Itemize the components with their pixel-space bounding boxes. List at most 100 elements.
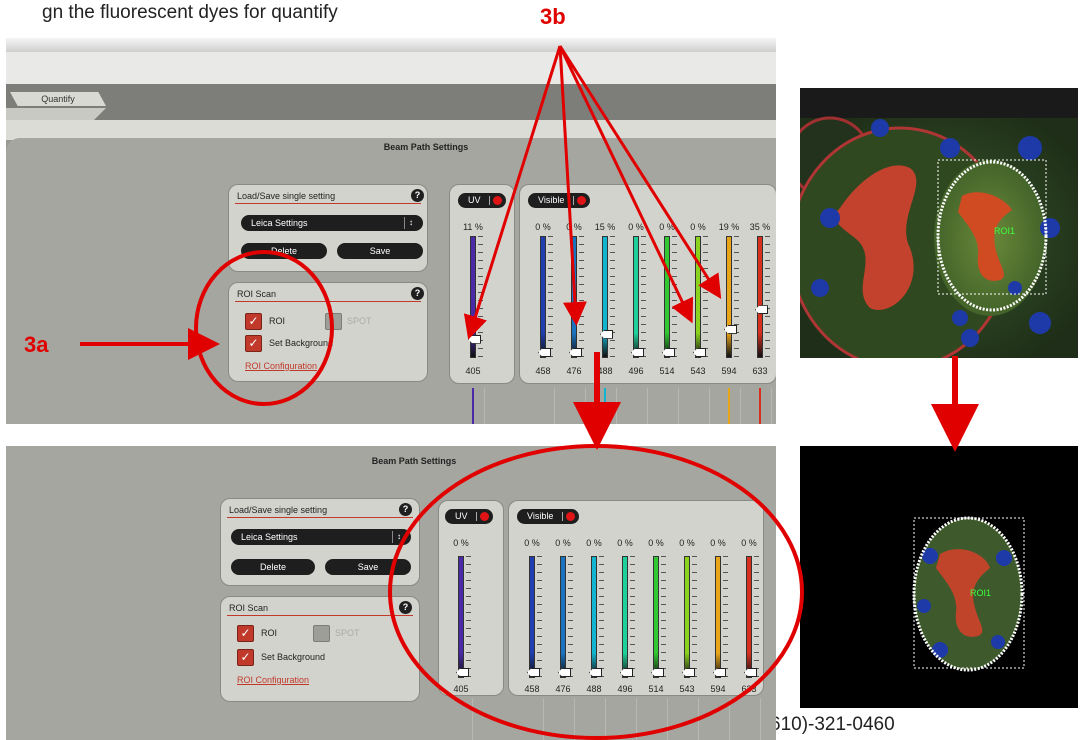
- laser-slider-handle-543[interactable]: [682, 668, 695, 677]
- laser-slider-handle-514[interactable]: [651, 668, 664, 677]
- delete-button[interactable]: Delete: [231, 559, 315, 575]
- help-icon[interactable]: ?: [399, 601, 412, 614]
- save-button[interactable]: Save: [337, 243, 423, 259]
- channel-divider: [771, 388, 772, 424]
- channel-divider: [740, 388, 741, 424]
- laser-percent-488: 0 %: [586, 538, 602, 548]
- laser-slider-track-458[interactable]: [540, 236, 546, 358]
- channel-divider: [605, 698, 606, 740]
- laser-slider-track-496[interactable]: [622, 556, 628, 678]
- laser-slider-track-514[interactable]: [653, 556, 659, 678]
- header-divider: [227, 517, 413, 518]
- visible-toggle[interactable]: Visible: [517, 509, 579, 524]
- laser-slider-handle-476[interactable]: [569, 348, 582, 357]
- laser-percent-496: 0 %: [617, 538, 633, 548]
- cell-image-svg: [800, 446, 1078, 708]
- updown-arrow-icon: ↕: [392, 531, 405, 543]
- separator: [489, 196, 490, 205]
- roi-scan-header: ROI Scan: [229, 603, 269, 613]
- visible-label: Visible: [538, 195, 565, 205]
- roi-label-overlay: ROI1: [970, 588, 992, 598]
- laser-wavelength-514: 514: [659, 366, 675, 376]
- channel-divider: [729, 698, 730, 740]
- laser-slider-handle-514[interactable]: [662, 348, 675, 357]
- laser-slider-track-543[interactable]: [684, 556, 690, 678]
- background-checkbox[interactable]: ✓: [245, 335, 262, 352]
- laser-wavelength-514: 514: [648, 684, 664, 694]
- separator: [562, 512, 563, 521]
- dropdown-value: Leica Settings: [251, 218, 308, 228]
- laser-percent-633: 0 %: [741, 538, 757, 548]
- help-icon[interactable]: ?: [411, 287, 424, 300]
- laser-slider-handle-405[interactable]: [456, 668, 469, 677]
- tab-quantify[interactable]: Quantify: [10, 92, 106, 106]
- laser-slider-track-633[interactable]: [757, 236, 763, 358]
- visible-box: Visible: [519, 184, 776, 384]
- spot-checkbox[interactable]: [313, 625, 330, 642]
- visible-toggle[interactable]: Visible: [528, 193, 590, 208]
- laser-slider-handle-633[interactable]: [755, 305, 768, 315]
- slider-ticks: [661, 556, 666, 678]
- laser-percent-476: 0 %: [566, 222, 582, 232]
- laser-slider-track-476[interactable]: [560, 556, 566, 678]
- roi-configuration-link[interactable]: ROI Configuration: [245, 361, 318, 371]
- laser-slider-track-488[interactable]: [602, 236, 608, 358]
- beam-path-panel-before: Quantify Beam Path Settings Load/Save si…: [6, 38, 776, 424]
- slider-ticks: [734, 236, 739, 358]
- laser-percent-458: 0 %: [535, 222, 551, 232]
- slider-ticks: [765, 236, 770, 358]
- uv-toggle[interactable]: UV: [445, 509, 493, 524]
- laser-slider-handle-488[interactable]: [600, 329, 613, 339]
- laser-percent-514: 0 %: [659, 222, 675, 232]
- laser-slider-handle-543[interactable]: [693, 348, 706, 357]
- channel-divider: [760, 698, 761, 740]
- roi-configuration-link[interactable]: ROI Configuration: [237, 675, 310, 685]
- laser-slider-track-633[interactable]: [746, 556, 752, 678]
- laser-slider-track-514[interactable]: [664, 236, 670, 358]
- uv-toggle[interactable]: UV: [458, 193, 506, 208]
- laser-slider-track-458[interactable]: [529, 556, 535, 678]
- slider-ticks: [692, 556, 697, 678]
- laser-slider-handle-633[interactable]: [744, 668, 757, 677]
- separator: [573, 196, 574, 205]
- laser-slider-track-405[interactable]: [458, 556, 464, 678]
- delete-button[interactable]: Delete: [241, 243, 327, 259]
- laser-slider-track-594[interactable]: [715, 556, 721, 678]
- laser-slider-track-488[interactable]: [591, 556, 597, 678]
- laser-slider-track-594[interactable]: [726, 236, 732, 358]
- laser-percent-458: 0 %: [524, 538, 540, 548]
- laser-slider-handle-476[interactable]: [558, 668, 571, 677]
- slider-ticks: [568, 556, 573, 678]
- laser-slider-handle-496[interactable]: [631, 348, 644, 357]
- laser-slider-handle-458[interactable]: [527, 668, 540, 677]
- help-icon[interactable]: ?: [399, 503, 412, 516]
- laser-slider-handle-594[interactable]: [713, 668, 726, 677]
- visible-label: Visible: [527, 511, 554, 521]
- laser-slider-handle-488[interactable]: [589, 668, 602, 677]
- window-titlebar: [6, 38, 776, 52]
- laser-slider-track-405[interactable]: [470, 236, 476, 358]
- laser-slider-handle-496[interactable]: [620, 668, 633, 677]
- roi-checkbox[interactable]: ✓: [237, 625, 254, 642]
- background-label: Set Background: [261, 652, 326, 662]
- laser-percent-488: 15 %: [594, 222, 616, 232]
- laser-slider-handle-458[interactable]: [538, 348, 551, 357]
- roi-checkbox[interactable]: ✓: [245, 313, 262, 330]
- laser-emission-line: [759, 388, 761, 424]
- dropdown-value: Leica Settings: [241, 532, 298, 542]
- fluorescence-image-after: ROI1: [800, 446, 1078, 708]
- annotation-3a: 3a: [24, 332, 49, 357]
- laser-emission-line: [728, 388, 730, 424]
- settings-dropdown[interactable]: Leica Settings ↕: [241, 215, 423, 231]
- laser-slider-handle-594[interactable]: [724, 324, 737, 334]
- phone-number: 610)-321-0460: [770, 714, 895, 735]
- laser-percent-476: 0 %: [555, 538, 571, 548]
- laser-slider-track-496[interactable]: [633, 236, 639, 358]
- save-button[interactable]: Save: [325, 559, 411, 575]
- laser-on-icon: [566, 512, 575, 521]
- laser-percent-633: 35 %: [749, 222, 771, 232]
- slider-ticks: [466, 556, 471, 678]
- help-icon[interactable]: ?: [411, 189, 424, 202]
- background-checkbox[interactable]: ✓: [237, 649, 254, 666]
- settings-dropdown[interactable]: Leica Settings ↕: [231, 529, 411, 545]
